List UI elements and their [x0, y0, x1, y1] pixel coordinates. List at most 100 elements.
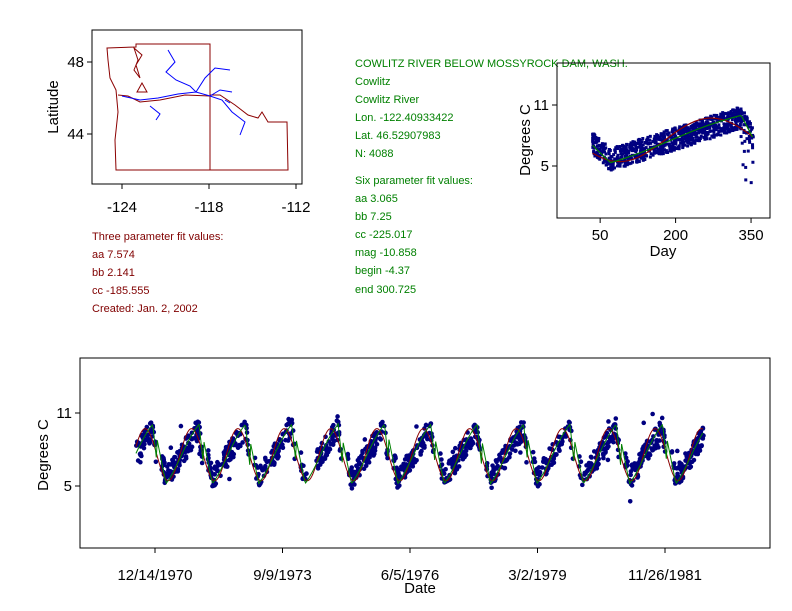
seasonal-data-point: [713, 125, 717, 129]
timeseries-data-point: [374, 441, 380, 447]
seasonal-data-point: [723, 129, 727, 133]
seasonal-data-point: [597, 143, 601, 147]
seasonal-data-point: [717, 123, 721, 127]
timeseries-data-point: [695, 451, 701, 457]
timeseries-data-point: [659, 415, 665, 421]
seasonal-data-point: [719, 133, 723, 137]
seasonal-data-point: [596, 139, 600, 143]
timeseries-data-point: [239, 422, 245, 428]
seasonal-data-point: [728, 129, 732, 133]
timeseries-data-point: [601, 455, 606, 461]
seasonal-data-point: [626, 157, 630, 161]
seasonal-data-point: [603, 142, 607, 146]
seasonal-data-point: [737, 124, 741, 128]
seasonal-data-point: [687, 129, 691, 133]
seasonal-data-point: [660, 138, 664, 142]
seasonal-data-point: [694, 125, 698, 129]
seasonal-data-point: [693, 133, 697, 137]
seasonal-data-point: [700, 130, 704, 134]
timeseries-data-point: [675, 448, 680, 454]
seasonal-data-point: [679, 141, 683, 145]
timeseries-x-tick-label: 6/5/1976: [381, 567, 439, 584]
seasonal-data-point: [730, 118, 734, 122]
seasonal-data-point: [639, 148, 643, 152]
seasonal-data-point: [617, 157, 621, 161]
timeseries-data-point: [587, 464, 593, 470]
seasonal-data-point: [607, 156, 611, 160]
timeseries-data-point: [600, 451, 606, 457]
seasonal-data-point: [625, 154, 629, 158]
seasonal-data-point: [637, 160, 641, 164]
seasonal-data-point: [708, 126, 712, 130]
seasonal-data-point: [709, 117, 713, 121]
seasonal-data-point: [591, 139, 595, 143]
seasonal-data-point: [600, 142, 604, 146]
seasonal-data-point: [705, 127, 709, 131]
seasonal-data-point: [633, 153, 637, 157]
seasonal-data-point: [641, 155, 645, 159]
seasonal-data-point: [609, 154, 613, 158]
timeseries-data-point: [669, 450, 675, 455]
seasonal-data-point: [630, 149, 634, 153]
timeseries-data-point: [168, 472, 173, 477]
seasonal-data-point: [643, 140, 647, 144]
timeseries-data-point: [498, 455, 503, 461]
seasonal-data-point: [683, 143, 687, 147]
timeseries-data-point: [469, 442, 474, 448]
seasonal-data-point: [677, 147, 681, 151]
seasonal-data-point: [636, 138, 640, 142]
seasonal-data-point: [745, 137, 749, 141]
seasonal-data-point: [602, 144, 606, 148]
seasonal-data-point: [623, 164, 627, 168]
site-title: COWLITZ RIVER BELOW MOSSYROCK DAM, WASH.: [355, 58, 628, 70]
seasonal-data-point: [613, 148, 617, 152]
seasonal-data-point: [698, 137, 702, 141]
timeseries-data-point: [606, 419, 611, 424]
seasonal-data-point: [634, 150, 638, 154]
timeseries-data-point: [331, 439, 336, 445]
seasonal-data-point: [603, 150, 607, 154]
timeseries-data-point: [334, 418, 340, 424]
timeseries-data-point: [283, 437, 288, 443]
seasonal-data-point: [597, 153, 601, 157]
seasonal-plot-frame: [556, 62, 771, 219]
seasonal-data-point: [622, 147, 626, 151]
timeseries-data-point: [183, 456, 189, 461]
seasonal-data-point: [595, 144, 599, 148]
timeseries-data-point: [494, 459, 499, 465]
seasonal-data-point: [654, 136, 658, 140]
seasonal-data-point: [684, 128, 688, 132]
seasonal-data-point: [723, 124, 727, 128]
timeseries-data-point: [688, 464, 694, 470]
seasonal-data-point: [602, 147, 606, 151]
seasonal-data-point: [633, 142, 637, 146]
seasonal-data-point: [687, 140, 691, 144]
seasonal-data-point: [706, 132, 710, 136]
seasonal-data-point: [643, 157, 647, 161]
seasonal-data-point: [725, 131, 729, 135]
timeseries-data-point: [700, 426, 706, 431]
seasonal-data-point: [634, 155, 638, 159]
seasonal-data-point: [681, 127, 685, 131]
seasonal-data-point: [640, 140, 644, 144]
seasonal-data-point: [693, 139, 697, 143]
seasonal-data-point: [739, 109, 743, 113]
seasonal-data-point: [592, 150, 596, 154]
seasonal-data-point: [684, 123, 688, 127]
timeseries-data-point: [360, 448, 365, 454]
timeseries-data-point: [671, 461, 677, 466]
seasonal-y-tick-label: 11: [533, 97, 549, 114]
site-lat: Lat. 46.52907983: [355, 130, 441, 142]
seasonal-data-point: [648, 138, 652, 142]
timeseries-data-point: [175, 466, 181, 472]
timeseries-data-point: [489, 485, 494, 491]
seasonal-data-point: [607, 152, 611, 156]
timeseries-data-point: [406, 456, 411, 462]
seasonal-data-point: [751, 146, 755, 150]
seasonal-data-point: [690, 126, 694, 130]
seasonal-data-point: [686, 140, 690, 144]
timeseries-data-point: [609, 437, 615, 443]
seasonal-data-point: [615, 155, 619, 159]
seasonal-data-point: [686, 144, 690, 148]
rivers: [121, 49, 246, 136]
